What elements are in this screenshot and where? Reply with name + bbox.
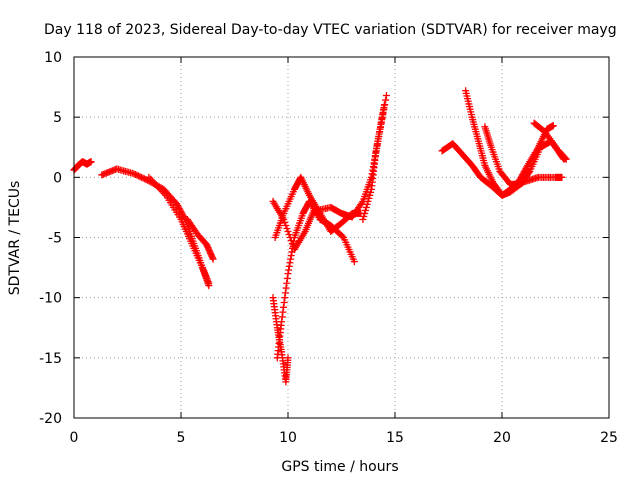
y-tick-label: -5 [48,231,62,247]
data-point [284,354,292,362]
data-point [363,200,371,208]
series-arc-a [70,158,95,174]
data-point [87,158,95,166]
chart-title: Day 118 of 2023, Sidereal Day-to-day VTE… [44,22,617,38]
data-point [280,215,288,223]
data-point [360,212,368,220]
series-arc-d [183,215,217,263]
plot-border [73,56,610,419]
data-point [180,214,188,222]
data-point [284,227,292,235]
data-point [286,234,294,241]
data-point [366,191,374,199]
data-point [361,206,369,214]
data-point [359,215,367,223]
x-tick-label: 25 [600,430,618,446]
data-point [362,203,370,211]
y-tick-label: 10 [44,50,62,66]
data-point [365,194,373,202]
data-point [549,122,557,130]
y-tick-label: -10 [39,291,62,307]
data-point [562,155,570,163]
data-point [139,174,147,182]
data-point [561,154,569,162]
series-arc-i [359,101,388,223]
data-point [209,255,217,263]
data-point [131,170,139,178]
x-axis-label: GPS time / hours [281,459,398,475]
x-tick-label: 5 [177,430,186,446]
tick-labels: 0 5 10 15 20 25 -20 -15 -10 -5 0 5 10 [39,50,618,446]
data-point [525,169,533,177]
y-tick-label: 0 [53,170,62,186]
y-axis-label: SDTVAR / TECUs [7,181,23,296]
data-point [364,197,372,205]
data-point [287,237,295,245]
x-tick-label: 10 [279,430,297,446]
data-point [285,230,293,238]
series-arc-c [145,173,213,290]
data-point [558,173,566,181]
data-point [134,172,142,180]
data-point [361,209,369,217]
data-point [338,232,346,240]
data-point [350,258,358,266]
data-point [205,282,213,290]
data-point [130,170,138,178]
data-point [382,96,390,104]
y-tick-label: -20 [39,411,62,427]
data-point [282,221,290,229]
data-point [380,101,388,109]
y-tick-label: 5 [53,110,62,126]
data-point [140,175,148,183]
x-tick-label: 15 [386,430,404,446]
data-points [70,87,570,386]
data-point [358,199,366,207]
data-point [281,218,289,226]
x-tick-label: 0 [70,430,79,446]
series-arc-m [530,119,570,163]
y-tick-label: -15 [39,351,62,367]
data-point [137,173,145,181]
x-tick-label: 20 [493,430,511,446]
data-point [133,171,141,179]
data-point [283,224,291,232]
data-point [136,173,144,181]
data-point [382,92,390,100]
data-point [367,188,375,196]
